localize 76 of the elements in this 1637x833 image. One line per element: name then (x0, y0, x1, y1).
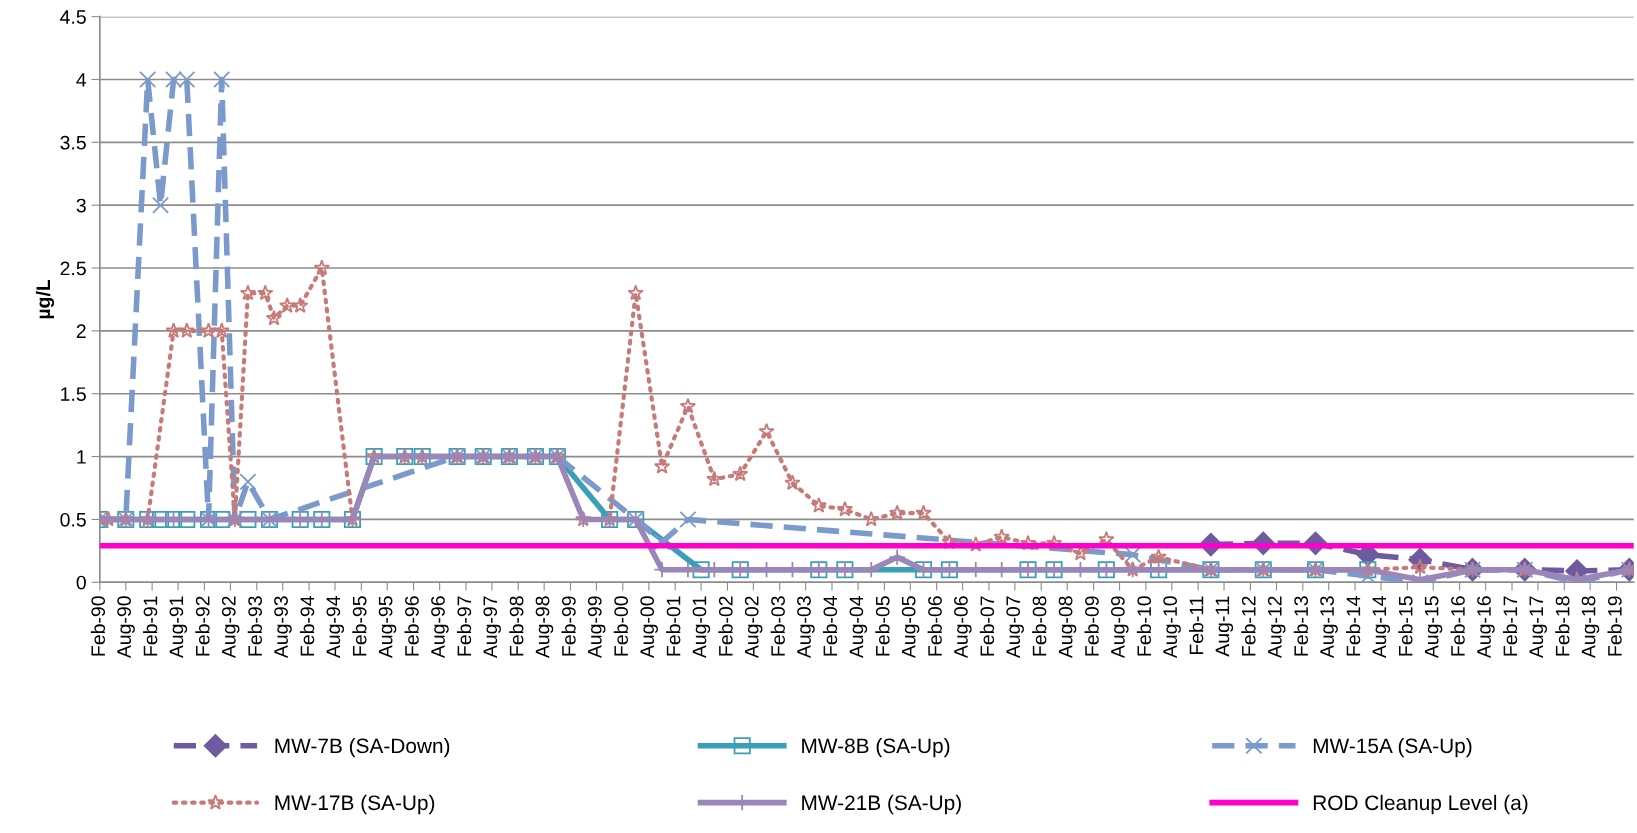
x-tick-label: Aug-03 (797, 596, 815, 659)
x-tick-label: Feb-14 (1346, 596, 1361, 656)
x-tick-label: Feb-91 (143, 596, 158, 656)
x-tick-label: Aug-09 (1110, 596, 1129, 659)
y-tick-label: 2.5 (60, 261, 86, 276)
y-tick-label: 0 (76, 575, 86, 590)
y-tick-label: 2 (76, 324, 86, 338)
x-tick-label: Aug-05 (901, 596, 920, 659)
x-tick-label: Aug-91 (169, 596, 188, 659)
legend-label: MW-17B (SA-Up) (275, 794, 435, 815)
x-tick-label: Aug-01 (692, 596, 711, 659)
x-tick-label: Feb-97 (456, 596, 472, 656)
y-tick-label: 4 (76, 73, 87, 87)
x-tick-label: Feb-01 (666, 596, 681, 656)
x-tick-label: Feb-92 (195, 596, 210, 656)
x-tick-label: Aug-10 (1163, 596, 1181, 659)
x-tick-label: Feb-09 (1084, 596, 1099, 656)
x-tick-label: Feb-12 (1241, 596, 1256, 656)
x-tick-label: Aug-11 (1215, 596, 1234, 657)
x-tick-label: Feb-96 (404, 596, 419, 656)
x-tick-label: Aug-15 (1424, 596, 1443, 659)
x-tick-label: Aug-04 (849, 596, 868, 659)
x-tick-label: Feb-93 (247, 596, 263, 656)
x-tick-label: Aug-96 (431, 596, 449, 659)
legend-label: MW-15A (SA-Up) (1313, 737, 1472, 758)
x-tick-label: Feb-13 (1293, 596, 1309, 656)
legend-label: MW-21B (SA-Up) (802, 794, 961, 815)
x-tick-label: Aug-12 (1267, 596, 1286, 659)
x-tick-label: Feb-02 (718, 596, 733, 656)
x-tick-label: Feb-98 (509, 596, 524, 656)
x-tick-label: Aug-95 (378, 596, 397, 659)
x-tick-label: Aug-13 (1320, 596, 1338, 659)
x-tick-label: Aug-99 (587, 596, 606, 659)
x-tick-label: Feb-04 (822, 596, 838, 656)
x-tick-label: Feb-18 (1555, 596, 1570, 656)
x-tick-label: Aug-92 (221, 596, 240, 659)
legend-label: ROD Cleanup Level (a) (1313, 794, 1528, 815)
x-tick-label: Feb-10 (1136, 596, 1152, 656)
x-tick-label: Aug-94 (326, 596, 345, 659)
y-tick-label: 3.5 (60, 135, 86, 150)
y-tick-label: 4.5 (60, 10, 86, 24)
x-tick-label: Feb-00 (613, 596, 629, 656)
y-tick-label: 1.5 (61, 387, 86, 401)
x-tick-label: Feb-16 (1450, 596, 1465, 656)
x-tick-label: Feb-03 (770, 596, 785, 656)
x-tick-label: Aug-00 (640, 596, 658, 659)
x-tick-label: Feb-07 (979, 596, 995, 656)
legend-label: MW-7B (SA-Down) (275, 737, 450, 758)
x-tick-label: Aug-16 (1477, 596, 1495, 659)
x-tick-label: Feb-17 (1502, 596, 1518, 656)
x-tick-label: Aug-98 (535, 596, 554, 659)
x-tick-label: Aug-02 (744, 596, 763, 659)
x-tick-label: Feb-08 (1032, 596, 1047, 656)
y-tick-label: 3 (76, 198, 86, 213)
x-tick-label: Feb-95 (352, 596, 367, 656)
x-tick-label: Aug-08 (1058, 596, 1077, 659)
x-tick-label: Feb-15 (1398, 596, 1413, 656)
y-tick-label: 1 (77, 450, 86, 464)
x-tick-label: Feb-11 (1189, 596, 1204, 655)
x-tick-label: Aug-17 (1529, 596, 1547, 659)
y-axis-title: µg/L (35, 279, 55, 319)
x-tick-label: Feb-94 (300, 596, 315, 656)
x-tick-label: Feb-05 (875, 596, 890, 656)
x-tick-label: Aug-07 (1006, 596, 1024, 659)
x-tick-label: Aug-90 (117, 596, 135, 659)
y-tick-label: 0.5 (60, 512, 86, 527)
x-tick-label: Aug-97 (483, 596, 501, 659)
x-tick-label: Aug-18 (1581, 596, 1600, 659)
x-tick-label: Aug-06 (954, 596, 972, 659)
x-tick-label: Aug-93 (274, 596, 292, 659)
x-tick-label: Feb-19 (1607, 596, 1622, 656)
x-tick-label: Aug-14 (1372, 596, 1391, 659)
legend-label: MW-8B (SA-Up) (802, 737, 950, 758)
x-tick-label: Feb-06 (927, 596, 942, 656)
x-tick-label: Feb-90 (90, 596, 106, 656)
x-tick-label: Feb-99 (561, 596, 576, 656)
